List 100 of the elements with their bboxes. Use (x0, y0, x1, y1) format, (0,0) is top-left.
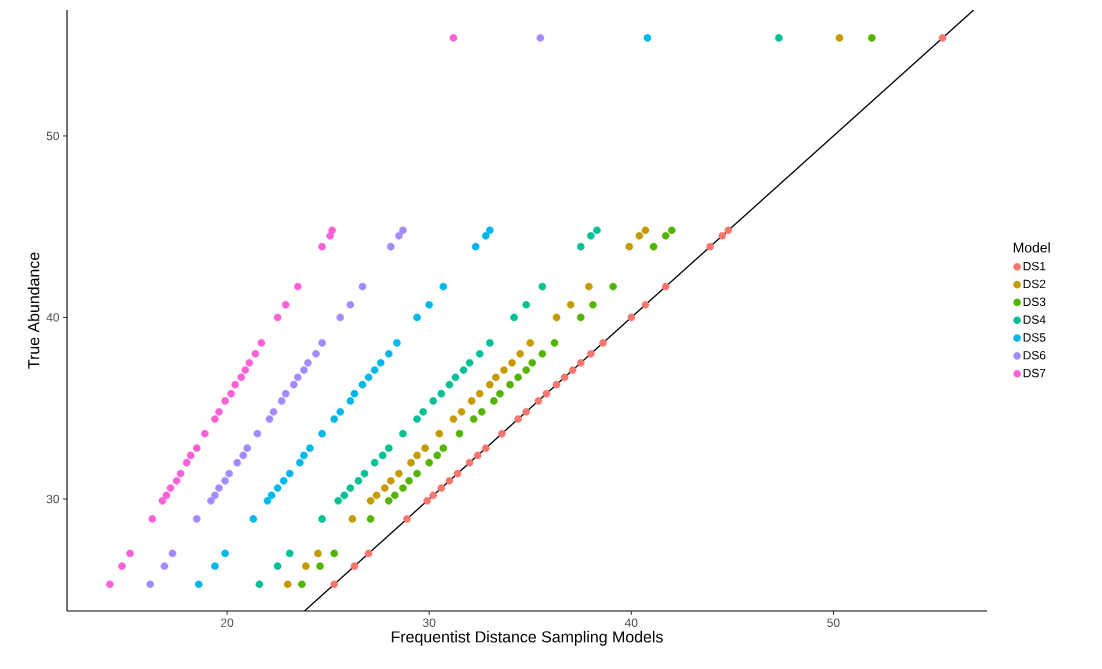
point (437, 484, 446, 492)
point (469, 415, 478, 423)
point (506, 380, 514, 389)
point (277, 397, 286, 405)
point (146, 580, 155, 589)
point (433, 451, 442, 460)
point (160, 562, 169, 570)
point (667, 226, 676, 235)
point (364, 373, 373, 382)
point (296, 458, 304, 467)
x-tick-label: 20 (221, 618, 234, 627)
point (237, 373, 246, 382)
legend-label: DS4 (1023, 315, 1046, 324)
point (649, 242, 658, 251)
point (641, 300, 650, 309)
point (405, 477, 413, 485)
point (239, 451, 248, 460)
point (706, 242, 714, 251)
y-tick-label: 50 (46, 131, 60, 141)
legend-label: DS3 (1023, 297, 1046, 306)
point (384, 497, 393, 505)
point (376, 359, 385, 367)
point (868, 34, 876, 42)
point (366, 497, 375, 505)
point (245, 359, 254, 367)
point (257, 339, 266, 347)
point (194, 580, 203, 589)
point (318, 339, 326, 347)
y-tick-label: 30 (46, 494, 60, 504)
point (437, 389, 446, 398)
point (467, 397, 476, 405)
point (273, 484, 282, 492)
point (300, 451, 308, 460)
point (576, 242, 585, 251)
point (522, 408, 530, 416)
point (576, 313, 585, 322)
point (429, 397, 438, 405)
point (233, 458, 241, 467)
point (358, 282, 367, 291)
point (399, 484, 407, 492)
point (330, 549, 338, 558)
legend-label: DS5 (1023, 333, 1046, 342)
point (599, 339, 607, 347)
point (661, 282, 670, 291)
point (221, 477, 229, 485)
point (429, 491, 438, 500)
point (350, 562, 359, 570)
point (538, 282, 547, 291)
point (336, 313, 345, 322)
point (627, 313, 636, 322)
point (514, 415, 522, 423)
point (386, 477, 395, 485)
point (243, 444, 252, 452)
point (366, 515, 375, 523)
point (372, 491, 381, 500)
point (508, 359, 516, 367)
point (267, 491, 276, 500)
point (399, 226, 407, 235)
point (306, 444, 314, 452)
point (481, 231, 490, 240)
point (516, 349, 524, 358)
x-axis-title: Frequentist Distance Sampling Models (391, 630, 663, 646)
point (360, 469, 369, 478)
point (227, 389, 235, 398)
point (378, 451, 387, 460)
point (403, 515, 411, 523)
point (300, 366, 308, 374)
point (358, 380, 367, 389)
point (435, 429, 444, 438)
point (370, 366, 379, 374)
point (211, 562, 219, 570)
point (536, 34, 545, 42)
point (176, 469, 185, 478)
point (481, 444, 490, 452)
point (724, 226, 733, 235)
point (318, 515, 326, 523)
point (384, 444, 393, 452)
point (625, 242, 634, 251)
point (348, 515, 357, 523)
point (587, 349, 595, 358)
point (298, 580, 306, 589)
point (166, 484, 175, 492)
point (459, 366, 468, 374)
point (316, 562, 324, 570)
legend-title: Model (1013, 242, 1050, 253)
point (775, 34, 783, 42)
point (215, 484, 223, 492)
point (312, 349, 320, 358)
point (354, 477, 363, 485)
point (265, 415, 274, 423)
point (534, 397, 543, 405)
point (221, 549, 229, 558)
point (486, 226, 494, 235)
point (425, 300, 433, 309)
point (283, 580, 292, 589)
point (593, 226, 601, 235)
point (413, 415, 421, 423)
point (486, 380, 494, 389)
point (336, 408, 345, 416)
point (718, 231, 727, 240)
